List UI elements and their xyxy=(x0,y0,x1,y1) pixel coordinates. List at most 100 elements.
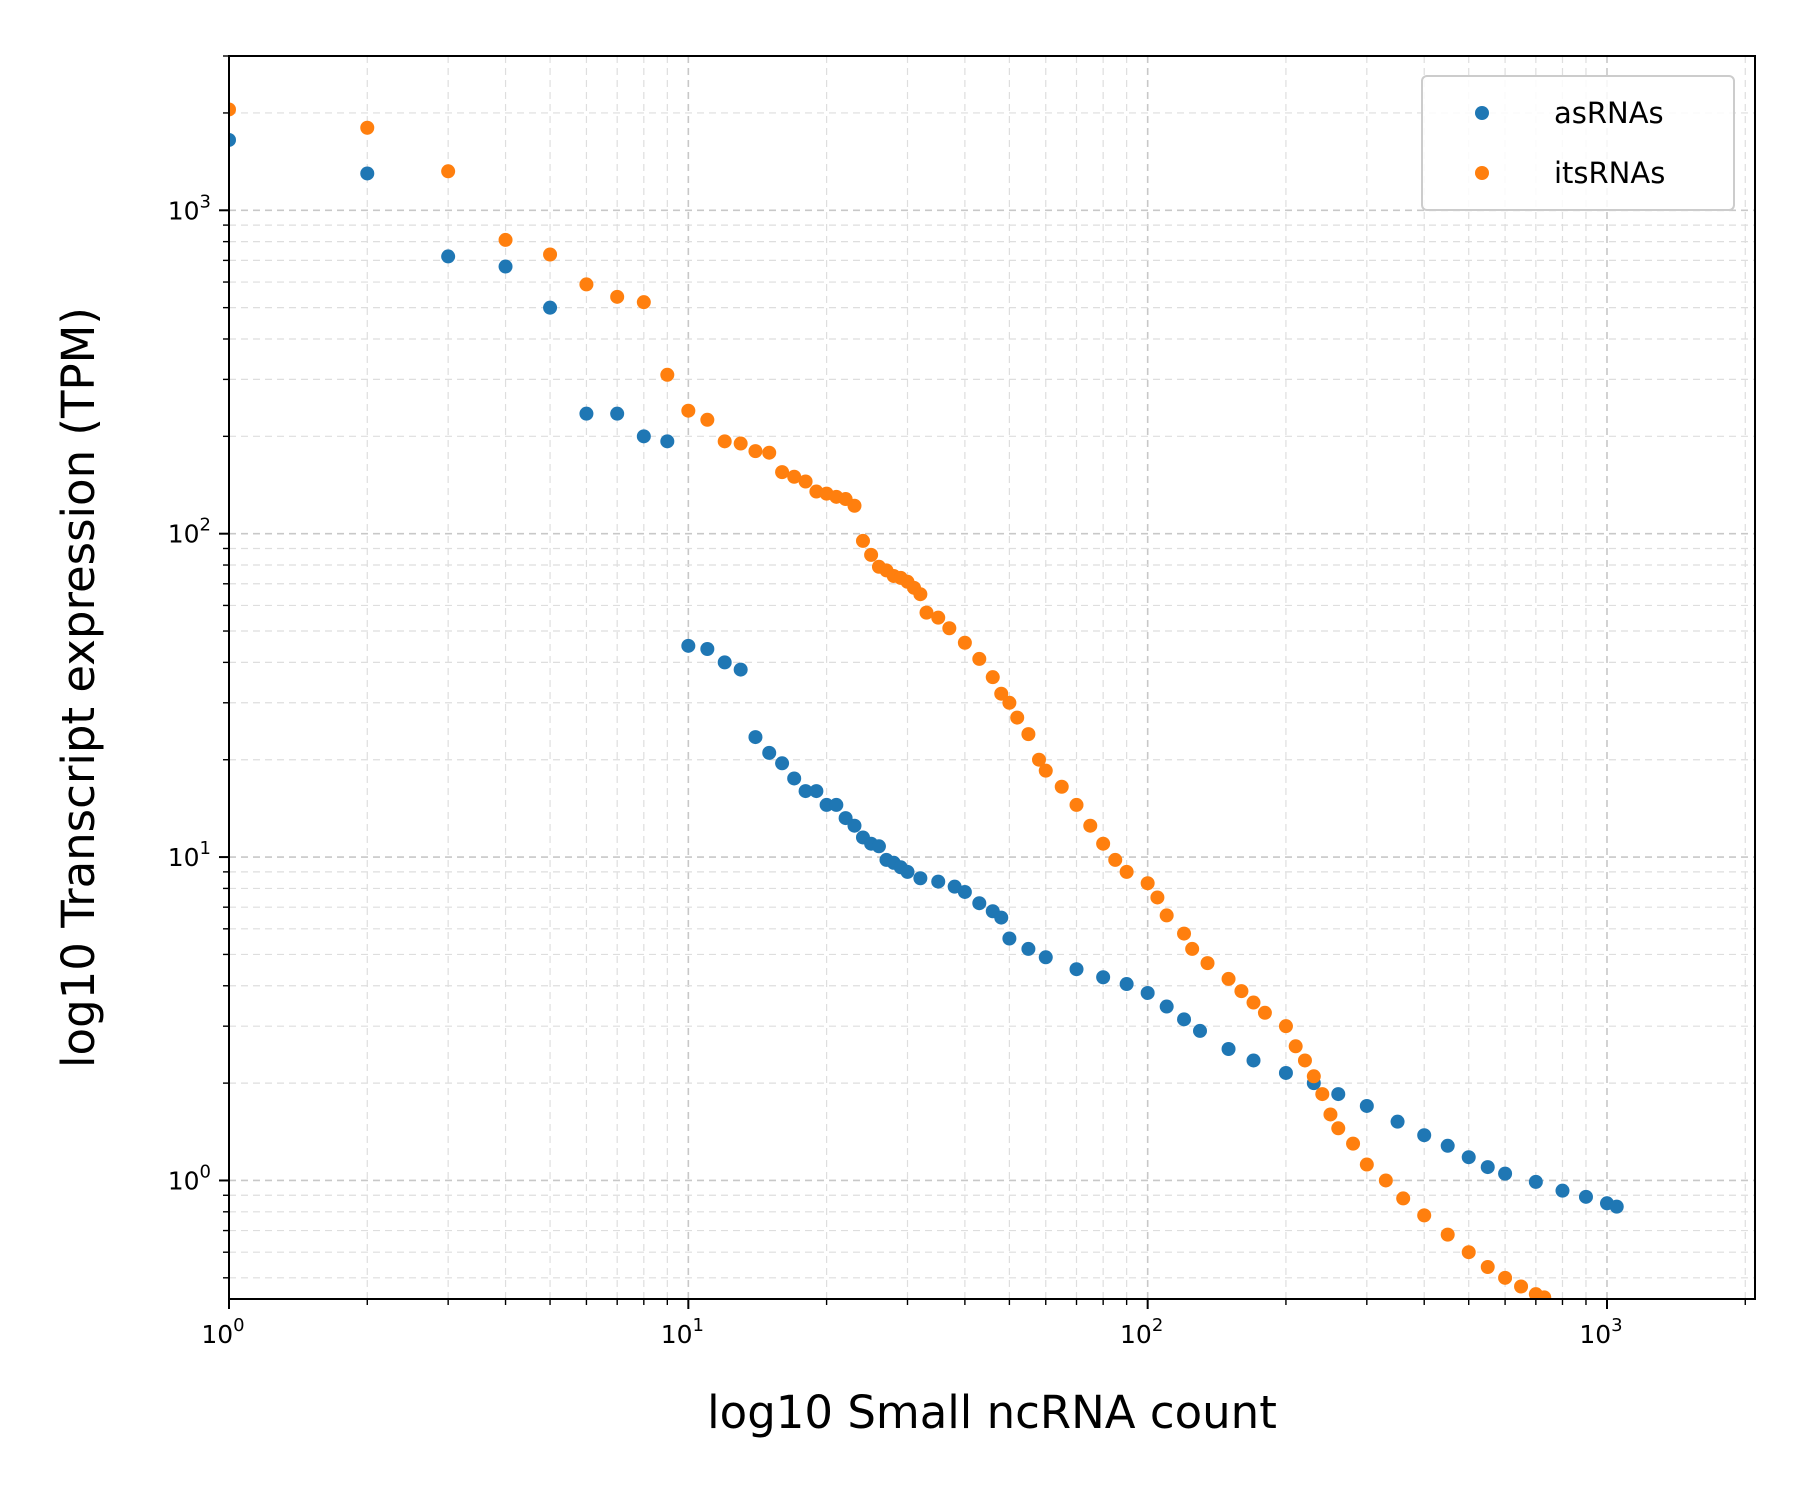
data-point xyxy=(441,164,456,179)
data-point xyxy=(660,367,675,382)
legend-label: asRNAs xyxy=(1554,96,1664,130)
data-point xyxy=(864,547,879,562)
data-point xyxy=(717,434,732,449)
data-point xyxy=(543,247,558,262)
data-point xyxy=(441,249,456,264)
data-point xyxy=(360,166,375,181)
data-point xyxy=(994,910,1009,925)
data-point xyxy=(1480,1160,1495,1175)
y-tick-label: 103 xyxy=(168,191,211,225)
data-point xyxy=(1177,1012,1192,1027)
data-point xyxy=(636,429,651,444)
legend-box xyxy=(1421,75,1735,211)
data-point xyxy=(1278,1065,1293,1080)
y-tick-label: 101 xyxy=(168,838,211,872)
data-point xyxy=(1038,950,1053,965)
data-point xyxy=(775,465,790,480)
plot-frame xyxy=(228,55,1756,1300)
data-point xyxy=(1159,999,1174,1014)
data-point xyxy=(579,277,594,292)
data-point xyxy=(229,132,236,147)
data-point xyxy=(847,818,862,833)
data-point xyxy=(700,412,715,427)
data-point xyxy=(1246,1053,1261,1068)
x-tick-label: 100 xyxy=(201,1315,244,1349)
data-point xyxy=(913,871,928,886)
data-point xyxy=(610,406,625,421)
data-point xyxy=(1359,1098,1374,1113)
data-point xyxy=(1159,908,1174,923)
data-point xyxy=(787,771,802,786)
data-point xyxy=(798,474,813,489)
y-tick-label: 100 xyxy=(168,1161,211,1195)
data-point xyxy=(942,621,957,636)
data-point xyxy=(913,587,928,602)
legend: asRNAs itsRNAs xyxy=(1421,75,1735,211)
series-itsRNAs xyxy=(229,102,1552,1299)
data-point xyxy=(1021,941,1036,956)
data-point xyxy=(1297,1053,1312,1068)
data-point xyxy=(798,784,813,799)
data-point xyxy=(1193,1023,1208,1038)
data-point xyxy=(733,662,748,677)
data-point xyxy=(1555,1183,1570,1198)
data-point xyxy=(1038,763,1053,778)
data-point xyxy=(1010,710,1025,725)
data-point xyxy=(636,295,651,310)
data-point xyxy=(1200,956,1215,971)
data-point xyxy=(717,655,732,670)
x-tick-label: 101 xyxy=(661,1315,704,1349)
data-point xyxy=(1140,985,1155,1000)
data-point xyxy=(1537,1290,1552,1299)
data-point xyxy=(809,784,824,799)
data-point xyxy=(543,300,558,315)
data-point xyxy=(229,102,236,117)
data-point xyxy=(1417,1208,1432,1223)
data-point xyxy=(1096,836,1111,851)
data-point xyxy=(1069,797,1084,812)
y-tick-labels: 100 101 102 103 xyxy=(168,191,211,1195)
data-point xyxy=(1578,1189,1593,1204)
data-point xyxy=(1306,1069,1321,1084)
data-point xyxy=(1528,1174,1543,1189)
data-point xyxy=(1609,1199,1624,1214)
scatter-points xyxy=(229,102,1624,1299)
series-asRNAs xyxy=(229,132,1624,1214)
data-point xyxy=(1031,752,1046,767)
data-point xyxy=(1119,864,1134,879)
data-point xyxy=(1257,1005,1272,1020)
data-point xyxy=(1440,1227,1455,1242)
data-point xyxy=(1069,962,1084,977)
data-point xyxy=(1396,1191,1411,1206)
x-tick-labels: 100 101 102 103 xyxy=(201,1315,1622,1349)
data-point xyxy=(1221,1041,1236,1056)
data-point xyxy=(1498,1270,1513,1285)
data-point xyxy=(1346,1136,1361,1151)
data-point xyxy=(498,259,513,274)
data-point xyxy=(787,469,802,484)
data-point xyxy=(733,436,748,451)
data-point xyxy=(1378,1173,1393,1188)
data-point xyxy=(1417,1128,1432,1143)
data-point xyxy=(1359,1157,1374,1172)
data-point xyxy=(1185,941,1200,956)
data-point xyxy=(762,445,777,460)
data-point xyxy=(579,406,594,421)
data-point xyxy=(1461,1150,1476,1165)
data-point xyxy=(1331,1087,1346,1102)
data-point xyxy=(610,289,625,304)
data-point xyxy=(1246,995,1261,1010)
data-point xyxy=(972,896,987,911)
data-point xyxy=(1331,1121,1346,1136)
y-tick-label: 102 xyxy=(168,515,211,549)
x-tick-label: 102 xyxy=(1120,1315,1163,1349)
data-point xyxy=(681,403,696,418)
y-axis-label: log10 Transcript expression (TPM) xyxy=(52,307,105,1068)
legend-label: itsRNAs xyxy=(1554,156,1665,190)
data-point xyxy=(660,434,675,449)
data-point xyxy=(829,797,844,812)
data-point xyxy=(775,756,790,771)
data-point xyxy=(871,839,886,854)
data-point xyxy=(931,610,946,625)
